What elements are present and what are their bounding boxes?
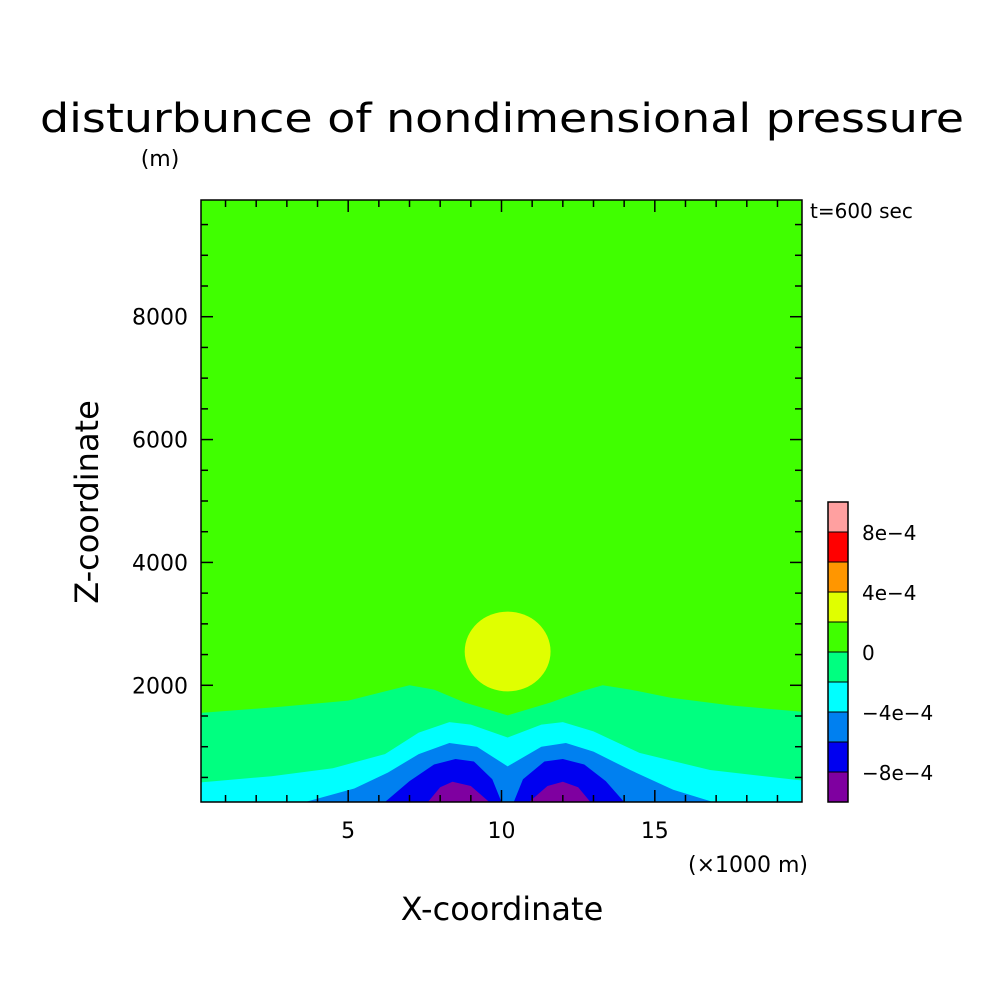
contour-region-positive-blob [464,611,551,692]
contour-region-5 [427,781,591,802]
y-tick-label: 8000 [132,306,188,331]
colorbar-swatch [828,562,848,592]
y-tick-label: 4000 [132,551,188,576]
x-tick-label: 10 [488,819,516,844]
colorbar-frame [827,501,849,803]
colorbar-tick-label: 4e−4 [862,581,917,605]
x-axis-label: X-coordinate [401,890,604,928]
colorbar-swatch [828,532,848,562]
colorbar-tick-label: −8e−4 [862,761,933,785]
y-tick-label: 6000 [132,429,188,454]
contour-region-background [201,200,802,802]
y-axis: 2000 4000 6000 8000 [132,223,802,779]
colorbar-tick-label: 0 [862,641,875,665]
chart-title: disturbunce of nondimensional pressure [40,96,964,142]
colorbar-swatch [828,742,848,772]
colorbar-swatch [828,772,848,802]
colorbar-legend: −8e−4 −4e−4 0 4e−4 8e−4 [827,501,933,803]
time-label: t=600 sec [810,199,913,223]
y-axis-label: Z-coordinate [68,400,106,604]
colorbar-swatch [828,502,848,532]
colorbar-tick-label: −4e−4 [862,701,933,725]
x-tick-label: 5 [341,819,355,844]
x-axis: 5 10 15 [224,200,779,844]
colorbar-tick-label: 8e−4 [862,521,917,545]
chart-unit-label: (m) [141,147,180,172]
colorbar-swatch [828,682,848,712]
x-tick-label: 15 [641,819,669,844]
plot-area [200,199,803,803]
colorbar-swatch [828,712,848,742]
y-tick-label: 2000 [132,674,188,699]
colorbar-swatch [828,622,848,652]
x-axis-unit: (×1000 m) [688,853,808,878]
colorbar-swatch [828,652,848,682]
colorbar-swatch [828,592,848,622]
